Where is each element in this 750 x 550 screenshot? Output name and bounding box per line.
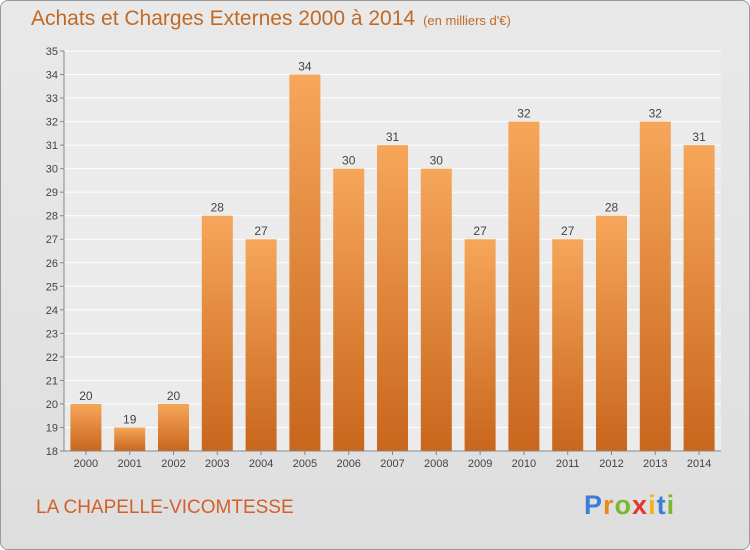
x-tick-label: 2009 (468, 458, 492, 470)
chart-title: Achats et Charges Externes 2000 à 2014 (e… (31, 7, 511, 30)
commune-name: LA CHAPELLE-VICOMTESSE (36, 497, 294, 518)
bar-value-label: 31 (692, 130, 706, 144)
x-tick-label: 2000 (74, 458, 98, 470)
bar-value-label: 28 (605, 201, 619, 215)
bar (596, 215, 627, 451)
x-tick-label: 2002 (161, 458, 185, 470)
bar (420, 168, 452, 451)
y-tick-label: 30 (46, 164, 58, 176)
bar (683, 145, 715, 451)
y-tick-label: 34 (46, 70, 58, 82)
y-tick-label: 23 (46, 328, 58, 340)
y-tick-label: 32 (46, 117, 58, 129)
chart-subtitle: (en milliers d'€) (423, 13, 511, 28)
bar-value-label: 32 (517, 107, 531, 121)
x-tick-label: 2005 (293, 458, 317, 470)
bar-value-label: 27 (561, 224, 575, 238)
x-tick-label: 2006 (336, 458, 360, 470)
bar (114, 427, 146, 451)
bar-value-label: 31 (386, 130, 400, 144)
bar (158, 403, 189, 451)
bar-value-label: 28 (211, 201, 225, 215)
bar (201, 215, 233, 451)
bar-value-label: 20 (79, 389, 93, 403)
bar (639, 121, 671, 452)
x-tick-label: 2010 (512, 458, 536, 470)
bar-value-label: 30 (430, 154, 444, 168)
y-tick-label: 31 (46, 140, 58, 152)
x-tick-label: 2001 (117, 458, 141, 470)
x-tick-label: 2014 (687, 458, 711, 470)
x-tick-label: 2004 (249, 458, 273, 470)
bar (289, 74, 321, 451)
y-tick-label: 21 (46, 375, 58, 387)
bar-value-label: 30 (342, 154, 356, 168)
bar (464, 239, 496, 451)
bar-value-label: 27 (473, 224, 487, 238)
bar-value-label: 19 (123, 412, 137, 426)
y-tick-label: 26 (46, 258, 58, 270)
bar-value-label: 32 (649, 107, 663, 121)
y-tick-label: 29 (46, 187, 58, 199)
bar-value-label: 34 (298, 60, 312, 74)
x-tick-label: 2012 (599, 458, 623, 470)
y-tick-label: 22 (46, 352, 58, 364)
bar-value-label: 27 (254, 224, 268, 238)
y-tick-label: 19 (46, 422, 58, 434)
bar (70, 403, 102, 451)
bar-value-label: 20 (167, 389, 181, 403)
x-tick-label: 2003 (205, 458, 229, 470)
bar (552, 239, 584, 451)
y-tick-label: 24 (46, 305, 58, 317)
y-tick-label: 18 (46, 446, 58, 458)
bar (508, 121, 540, 452)
y-tick-label: 20 (46, 399, 58, 411)
x-tick-label: 2007 (380, 458, 404, 470)
proxiti-logo: Proxiti (584, 490, 676, 520)
x-tick-label: 2011 (556, 458, 580, 470)
y-tick-label: 35 (46, 46, 58, 58)
y-tick-label: 28 (46, 211, 58, 223)
bar (245, 239, 277, 451)
x-tick-label: 2013 (643, 458, 667, 470)
x-tick-label: 2008 (424, 458, 448, 470)
bar (377, 145, 408, 451)
y-tick-label: 33 (46, 93, 58, 105)
y-tick-label: 25 (46, 281, 58, 293)
y-tick-label: 27 (46, 234, 58, 246)
bar (333, 168, 365, 451)
